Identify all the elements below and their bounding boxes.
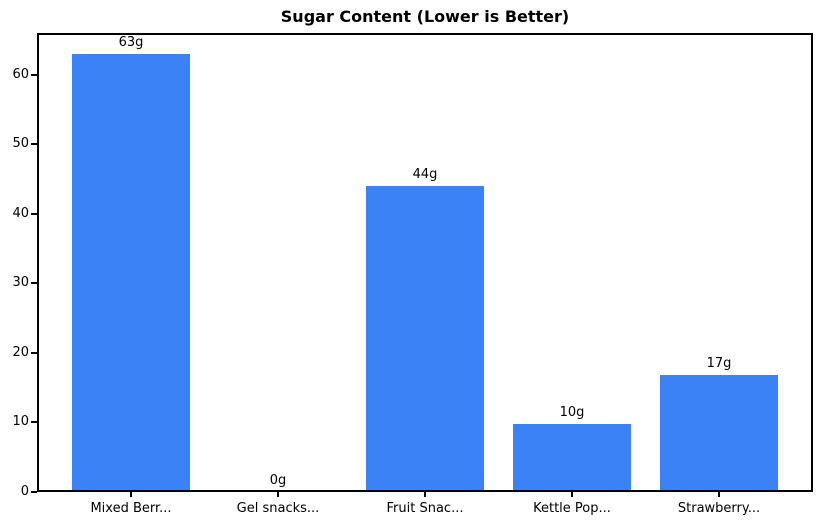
- x-tick-mark: [424, 492, 426, 497]
- bar: [366, 186, 484, 490]
- x-tick-label: Kettle Pop...: [533, 501, 611, 516]
- bar: [513, 423, 631, 490]
- x-tick-mark: [718, 492, 720, 497]
- bar: [660, 375, 778, 490]
- bar: [72, 53, 190, 490]
- y-tick-label: 50: [12, 136, 29, 152]
- x-tick-label: Fruit Snac...: [386, 501, 464, 516]
- x-tick-label: Gel snacks...: [236, 501, 320, 516]
- y-tick-mark: [31, 73, 37, 76]
- x-tick-mark: [130, 492, 132, 497]
- x-tick-label: Strawberry...: [677, 501, 761, 516]
- y-tick-label: 60: [12, 66, 29, 82]
- y-tick-mark: [31, 282, 37, 285]
- bar-value-label: 0g: [269, 473, 287, 488]
- y-tick-label: 30: [12, 275, 29, 291]
- y-tick-mark: [31, 212, 37, 215]
- y-tick-label: 20: [12, 344, 29, 360]
- bar-value-label: 10g: [559, 404, 585, 420]
- y-tick-mark: [31, 491, 37, 493]
- x-tick-label: Mixed Berr...: [90, 501, 172, 516]
- bar-value-label: 63g: [118, 34, 144, 50]
- y-tick-label: 0: [20, 484, 29, 499]
- chart-title: Sugar Content (Lower is Better): [280, 7, 570, 26]
- x-tick-mark: [277, 492, 279, 497]
- bar-value-label: 44g: [412, 167, 438, 182]
- y-tick-mark: [31, 351, 37, 354]
- x-tick-mark: [571, 492, 573, 497]
- y-tick-label: 10: [12, 414, 29, 430]
- bar-value-label: 17g: [706, 356, 732, 372]
- y-tick-mark: [31, 421, 37, 424]
- y-tick-mark: [31, 143, 37, 146]
- y-tick-label: 40: [12, 205, 29, 221]
